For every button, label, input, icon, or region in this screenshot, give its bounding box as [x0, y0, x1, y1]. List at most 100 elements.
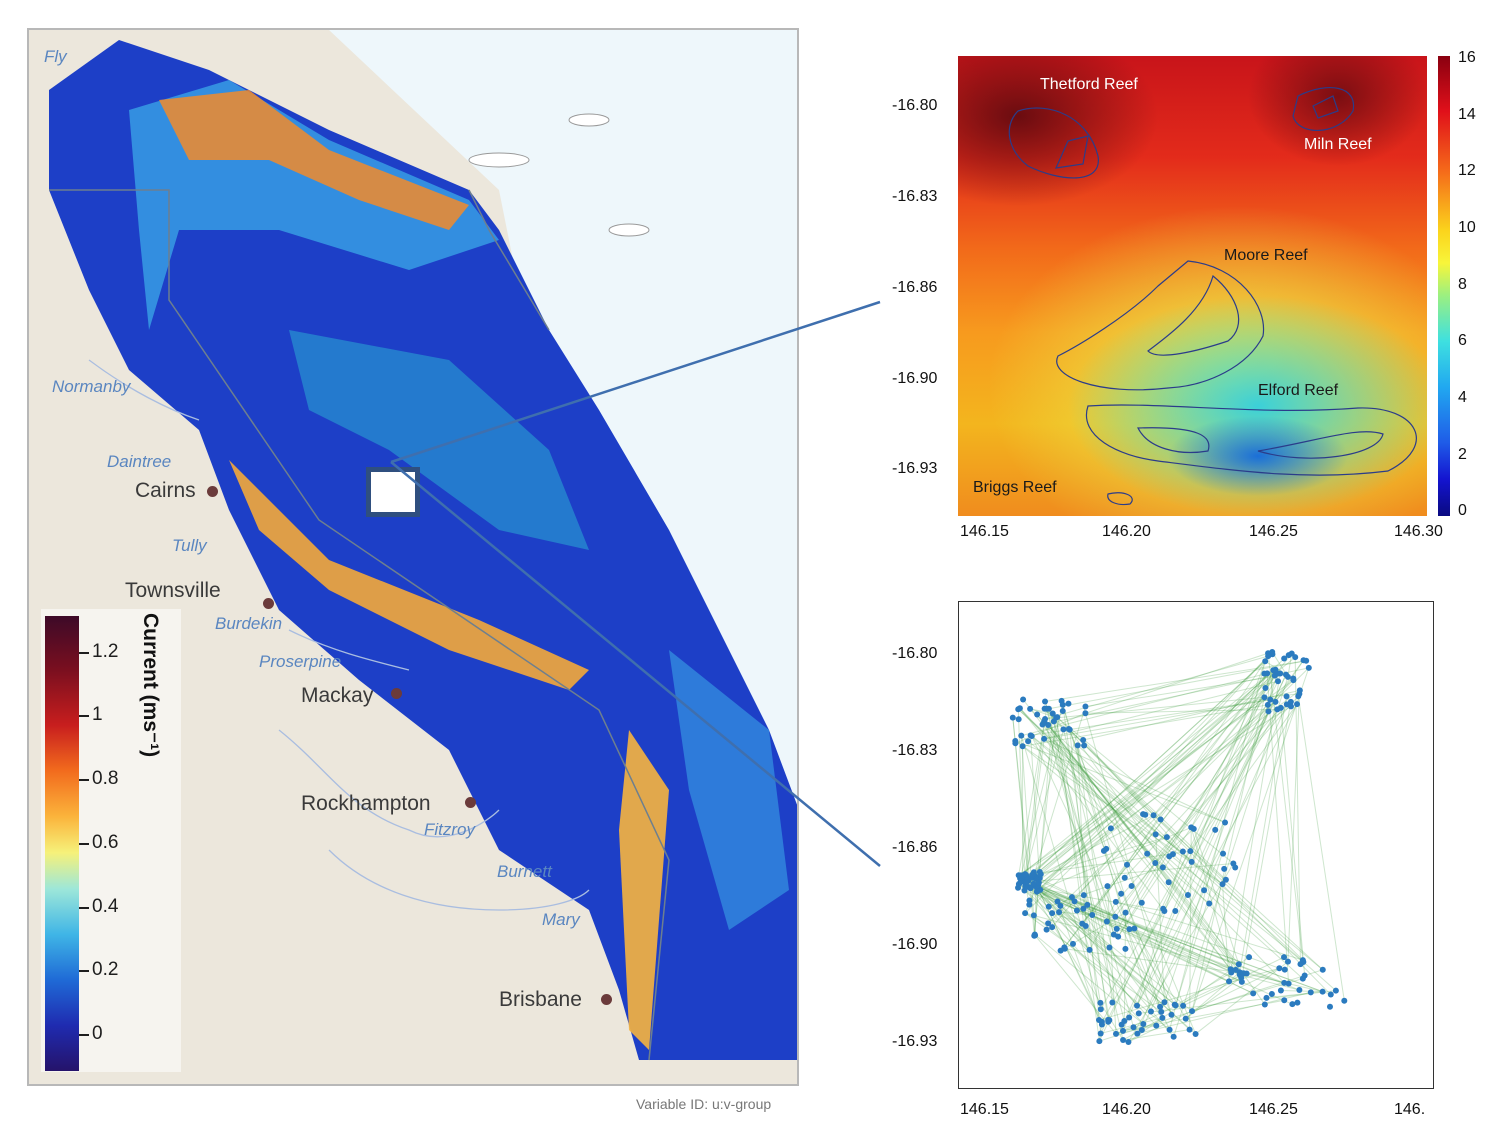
network-node — [1157, 1003, 1164, 1010]
network-edge — [1036, 891, 1196, 1035]
network-node — [1281, 954, 1288, 961]
colorbar-tick-label: 2 — [1458, 446, 1467, 463]
colorbar-tick — [79, 715, 89, 717]
network-edge — [1191, 667, 1310, 1012]
network-edge — [1287, 653, 1293, 677]
network-edge — [1190, 827, 1232, 970]
network-node — [1118, 890, 1125, 897]
network-node — [1082, 703, 1089, 710]
network-edge — [1169, 661, 1266, 1030]
river-label: Daintree — [107, 452, 172, 471]
x-tick-label: 146.20 — [1102, 1101, 1151, 1118]
network-node — [1292, 654, 1299, 661]
network-edge — [1031, 735, 1171, 1030]
network-node — [1243, 970, 1250, 977]
x-tick-label: 146.15 — [960, 523, 1009, 540]
network-node — [1059, 708, 1066, 715]
network-edge — [1023, 660, 1266, 883]
network-node — [1296, 687, 1303, 694]
network-node — [1035, 879, 1042, 886]
network-node — [1081, 742, 1088, 749]
network-edge — [1064, 948, 1244, 974]
network-edge — [1190, 673, 1268, 828]
network-edge — [1022, 704, 1268, 747]
network-edge — [1228, 673, 1281, 982]
network-node — [1089, 912, 1096, 919]
network-edge — [1175, 972, 1232, 1006]
colorbar-tick — [79, 652, 89, 654]
network-node — [1128, 882, 1135, 889]
network-edge — [1124, 707, 1282, 879]
network-node — [1126, 926, 1133, 933]
network-edge — [1051, 912, 1083, 925]
network-edge — [1033, 915, 1170, 1031]
network-edge — [1019, 707, 1189, 896]
network-edge — [1123, 674, 1287, 1022]
network-edge — [1103, 850, 1130, 930]
network-graphic — [1009, 649, 1348, 1045]
network-node — [1138, 1027, 1145, 1034]
network-node — [1246, 954, 1253, 961]
city-marker — [601, 994, 612, 1005]
network-node — [1103, 918, 1110, 925]
network-node — [1135, 1010, 1142, 1017]
network-edge — [1033, 875, 1232, 973]
network-edge — [1287, 693, 1300, 962]
network-node — [1168, 1011, 1175, 1018]
network-edge — [1033, 883, 1117, 930]
network-node — [1030, 912, 1037, 919]
network-edge — [1043, 722, 1115, 935]
network-node — [1082, 710, 1089, 717]
city-label: Brisbane — [499, 988, 582, 1011]
network-edge — [1091, 660, 1266, 916]
network-node — [1065, 700, 1072, 707]
network-edge — [1100, 681, 1279, 1034]
network-node — [1045, 920, 1052, 927]
network-node — [1120, 1027, 1127, 1034]
network-node — [1158, 1008, 1165, 1015]
network-edge — [1024, 862, 1234, 883]
network-edge — [1024, 738, 1045, 887]
network-edge — [1055, 717, 1100, 1042]
network-edge — [1044, 701, 1172, 1015]
colorbar-tick-label: 1 — [92, 704, 103, 725]
city-marker — [465, 797, 476, 808]
network-node — [1219, 881, 1226, 888]
network-node — [1012, 740, 1019, 747]
network-node — [1112, 898, 1119, 905]
network-edge — [1036, 714, 1240, 965]
network-node — [1023, 879, 1030, 886]
network-node — [1294, 701, 1301, 708]
network-node — [1045, 903, 1052, 910]
network-edge — [1015, 740, 1226, 823]
network-edge — [1129, 928, 1176, 1005]
network-node — [1122, 909, 1129, 916]
network-node — [1026, 897, 1033, 904]
network-edge — [1160, 822, 1226, 1013]
network-edge — [1032, 696, 1265, 879]
network-node — [1147, 1008, 1154, 1015]
network-edge — [1047, 724, 1242, 978]
network-node — [1057, 947, 1064, 954]
network-edge — [1222, 884, 1230, 982]
network-edge — [1026, 814, 1154, 883]
network-node — [1120, 1036, 1127, 1043]
network-edge — [1029, 888, 1035, 936]
network-node — [1080, 892, 1087, 899]
network-edge — [1046, 708, 1234, 864]
x-tick-label: 146.15 — [960, 1101, 1009, 1118]
network-edge — [1017, 708, 1337, 991]
current-map: Fly Normanby Daintree Tully Burdekin Pro… — [27, 28, 799, 1086]
network-edge — [1081, 673, 1278, 924]
network-edge — [1062, 704, 1109, 1022]
network-node — [1227, 966, 1234, 973]
network-node — [1084, 901, 1091, 908]
network-edge — [1057, 901, 1240, 976]
network-edge — [1141, 704, 1288, 1031]
colorbar-tick-label: 0 — [92, 1023, 103, 1044]
network-edge — [1069, 729, 1266, 1005]
heatmap-colorbar — [1438, 56, 1450, 516]
network-node — [1104, 883, 1111, 890]
network-node — [1262, 658, 1269, 665]
colorbar-tick-label: 0.6 — [92, 832, 119, 853]
